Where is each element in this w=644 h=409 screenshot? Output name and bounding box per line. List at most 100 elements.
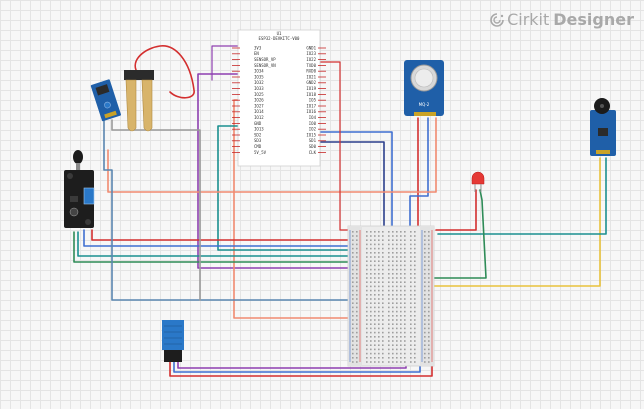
breadboard-hole[interactable] bbox=[428, 323, 430, 325]
breadboard-hole[interactable] bbox=[388, 247, 390, 250]
wire-led-green[interactable] bbox=[423, 189, 487, 279]
wire-buzzer-teal[interactable] bbox=[437, 157, 607, 235]
breadboard-hole[interactable] bbox=[388, 281, 390, 283]
breadboard-hole[interactable] bbox=[374, 260, 376, 262]
breadboard-hole[interactable] bbox=[424, 252, 426, 254]
breadboard-hole[interactable] bbox=[392, 247, 394, 250]
breadboard-hole[interactable] bbox=[414, 247, 416, 250]
breadboard-hole[interactable] bbox=[414, 331, 416, 334]
breadboard-hole[interactable] bbox=[410, 268, 412, 271]
breadboard-hole[interactable] bbox=[410, 247, 412, 250]
breadboard-hole[interactable] bbox=[382, 327, 384, 330]
breadboard-hole[interactable] bbox=[352, 340, 354, 342]
breadboard-hole[interactable] bbox=[410, 315, 412, 317]
breadboard-hole[interactable] bbox=[370, 260, 372, 262]
breadboard-hole[interactable] bbox=[356, 348, 358, 351]
breadboard-hole[interactable] bbox=[374, 277, 376, 279]
breadboard-hole[interactable] bbox=[378, 331, 380, 334]
breadboard-hole[interactable] bbox=[366, 361, 368, 363]
breadboard-hole[interactable] bbox=[400, 273, 402, 275]
breadboard-hole[interactable] bbox=[396, 361, 398, 363]
breadboard-hole[interactable] bbox=[410, 331, 412, 334]
breadboard-hole[interactable] bbox=[378, 231, 380, 233]
breadboard-hole[interactable] bbox=[378, 357, 380, 359]
breadboard-hole[interactable] bbox=[356, 357, 358, 359]
breadboard-hole[interactable] bbox=[404, 344, 406, 346]
breadboard-hole[interactable] bbox=[392, 289, 394, 292]
breadboard-hole[interactable] bbox=[378, 256, 380, 258]
breadboard-hole[interactable] bbox=[356, 247, 358, 250]
breadboard-hole[interactable] bbox=[414, 256, 416, 258]
breadboard-hole[interactable] bbox=[382, 256, 384, 258]
breadboard-hole[interactable] bbox=[424, 289, 426, 292]
breadboard-hole[interactable] bbox=[400, 264, 402, 267]
breadboard-hole[interactable] bbox=[400, 302, 402, 304]
breadboard-hole[interactable] bbox=[404, 281, 406, 283]
breadboard-hole[interactable] bbox=[356, 310, 358, 313]
breadboard-hole[interactable] bbox=[428, 357, 430, 359]
breadboard-hole[interactable] bbox=[404, 247, 406, 250]
breadboard-hole[interactable] bbox=[388, 264, 390, 267]
breadboard-hole[interactable] bbox=[392, 357, 394, 359]
breadboard-hole[interactable] bbox=[352, 331, 354, 334]
breadboard-hole[interactable] bbox=[366, 268, 368, 271]
breadboard-hole[interactable] bbox=[424, 243, 426, 246]
breadboard-hole[interactable] bbox=[396, 239, 398, 241]
breadboard-hole[interactable] bbox=[378, 310, 380, 313]
breadboard-hole[interactable] bbox=[388, 357, 390, 359]
breadboard-hole[interactable] bbox=[396, 256, 398, 258]
breadboard-hole[interactable] bbox=[404, 340, 406, 342]
breadboard-hole[interactable] bbox=[410, 357, 412, 359]
breadboard-hole[interactable] bbox=[410, 310, 412, 313]
breadboard-hole[interactable] bbox=[356, 323, 358, 325]
breadboard-hole[interactable] bbox=[356, 327, 358, 330]
wire-flame-blue[interactable] bbox=[83, 229, 417, 247]
breadboard-hole[interactable] bbox=[352, 344, 354, 346]
breadboard-hole[interactable] bbox=[388, 306, 390, 309]
breadboard-hole[interactable] bbox=[382, 260, 384, 262]
breadboard-hole[interactable] bbox=[370, 340, 372, 342]
breadboard-hole[interactable] bbox=[404, 331, 406, 334]
breadboard-hole[interactable] bbox=[378, 298, 380, 300]
red-led[interactable] bbox=[471, 171, 485, 192]
breadboard-hole[interactable] bbox=[356, 231, 358, 233]
breadboard-hole[interactable] bbox=[414, 348, 416, 351]
breadboard-hole[interactable] bbox=[382, 264, 384, 267]
breadboard-hole[interactable] bbox=[378, 285, 380, 288]
breadboard-hole[interactable] bbox=[374, 336, 376, 338]
breadboard-hole[interactable] bbox=[400, 235, 402, 237]
breadboard-hole[interactable] bbox=[404, 361, 406, 363]
breadboard-hole[interactable] bbox=[404, 239, 406, 241]
breadboard-hole[interactable] bbox=[370, 357, 372, 359]
breadboard-hole[interactable] bbox=[388, 327, 390, 330]
breadboard-hole[interactable] bbox=[404, 298, 406, 300]
breadboard-hole[interactable] bbox=[366, 306, 368, 309]
breadboard-hole[interactable] bbox=[356, 306, 358, 309]
breadboard-hole[interactable] bbox=[352, 239, 354, 241]
breadboard-hole[interactable] bbox=[352, 289, 354, 292]
wire-gas-salmon[interactable] bbox=[107, 117, 437, 193]
breadboard-hole[interactable] bbox=[392, 294, 394, 296]
breadboard-hole[interactable] bbox=[428, 340, 430, 342]
breadboard-hole[interactable] bbox=[392, 260, 394, 262]
breadboard-hole[interactable] bbox=[382, 302, 384, 304]
breadboard-hole[interactable] bbox=[366, 340, 368, 342]
breadboard-hole[interactable] bbox=[366, 298, 368, 300]
mq2-gas-sensor[interactable]: MQ-2 bbox=[404, 60, 444, 116]
breadboard-hole[interactable] bbox=[424, 264, 426, 267]
breadboard-hole[interactable] bbox=[378, 327, 380, 330]
breadboard-hole[interactable] bbox=[370, 235, 372, 237]
breadboard-hole[interactable] bbox=[374, 340, 376, 342]
breadboard-hole[interactable] bbox=[396, 252, 398, 254]
breadboard-hole[interactable] bbox=[414, 310, 416, 313]
wire-soil-probe[interactable] bbox=[134, 45, 195, 99]
breadboard-hole[interactable] bbox=[366, 323, 368, 325]
breadboard-hole[interactable] bbox=[400, 260, 402, 262]
breadboard-hole[interactable] bbox=[404, 289, 406, 292]
breadboard-hole[interactable] bbox=[424, 281, 426, 283]
breadboard-hole[interactable] bbox=[414, 357, 416, 359]
breadboard-hole[interactable] bbox=[392, 315, 394, 317]
breadboard-hole[interactable] bbox=[366, 277, 368, 279]
breadboard-hole[interactable] bbox=[370, 247, 372, 250]
breadboard-hole[interactable] bbox=[382, 357, 384, 359]
